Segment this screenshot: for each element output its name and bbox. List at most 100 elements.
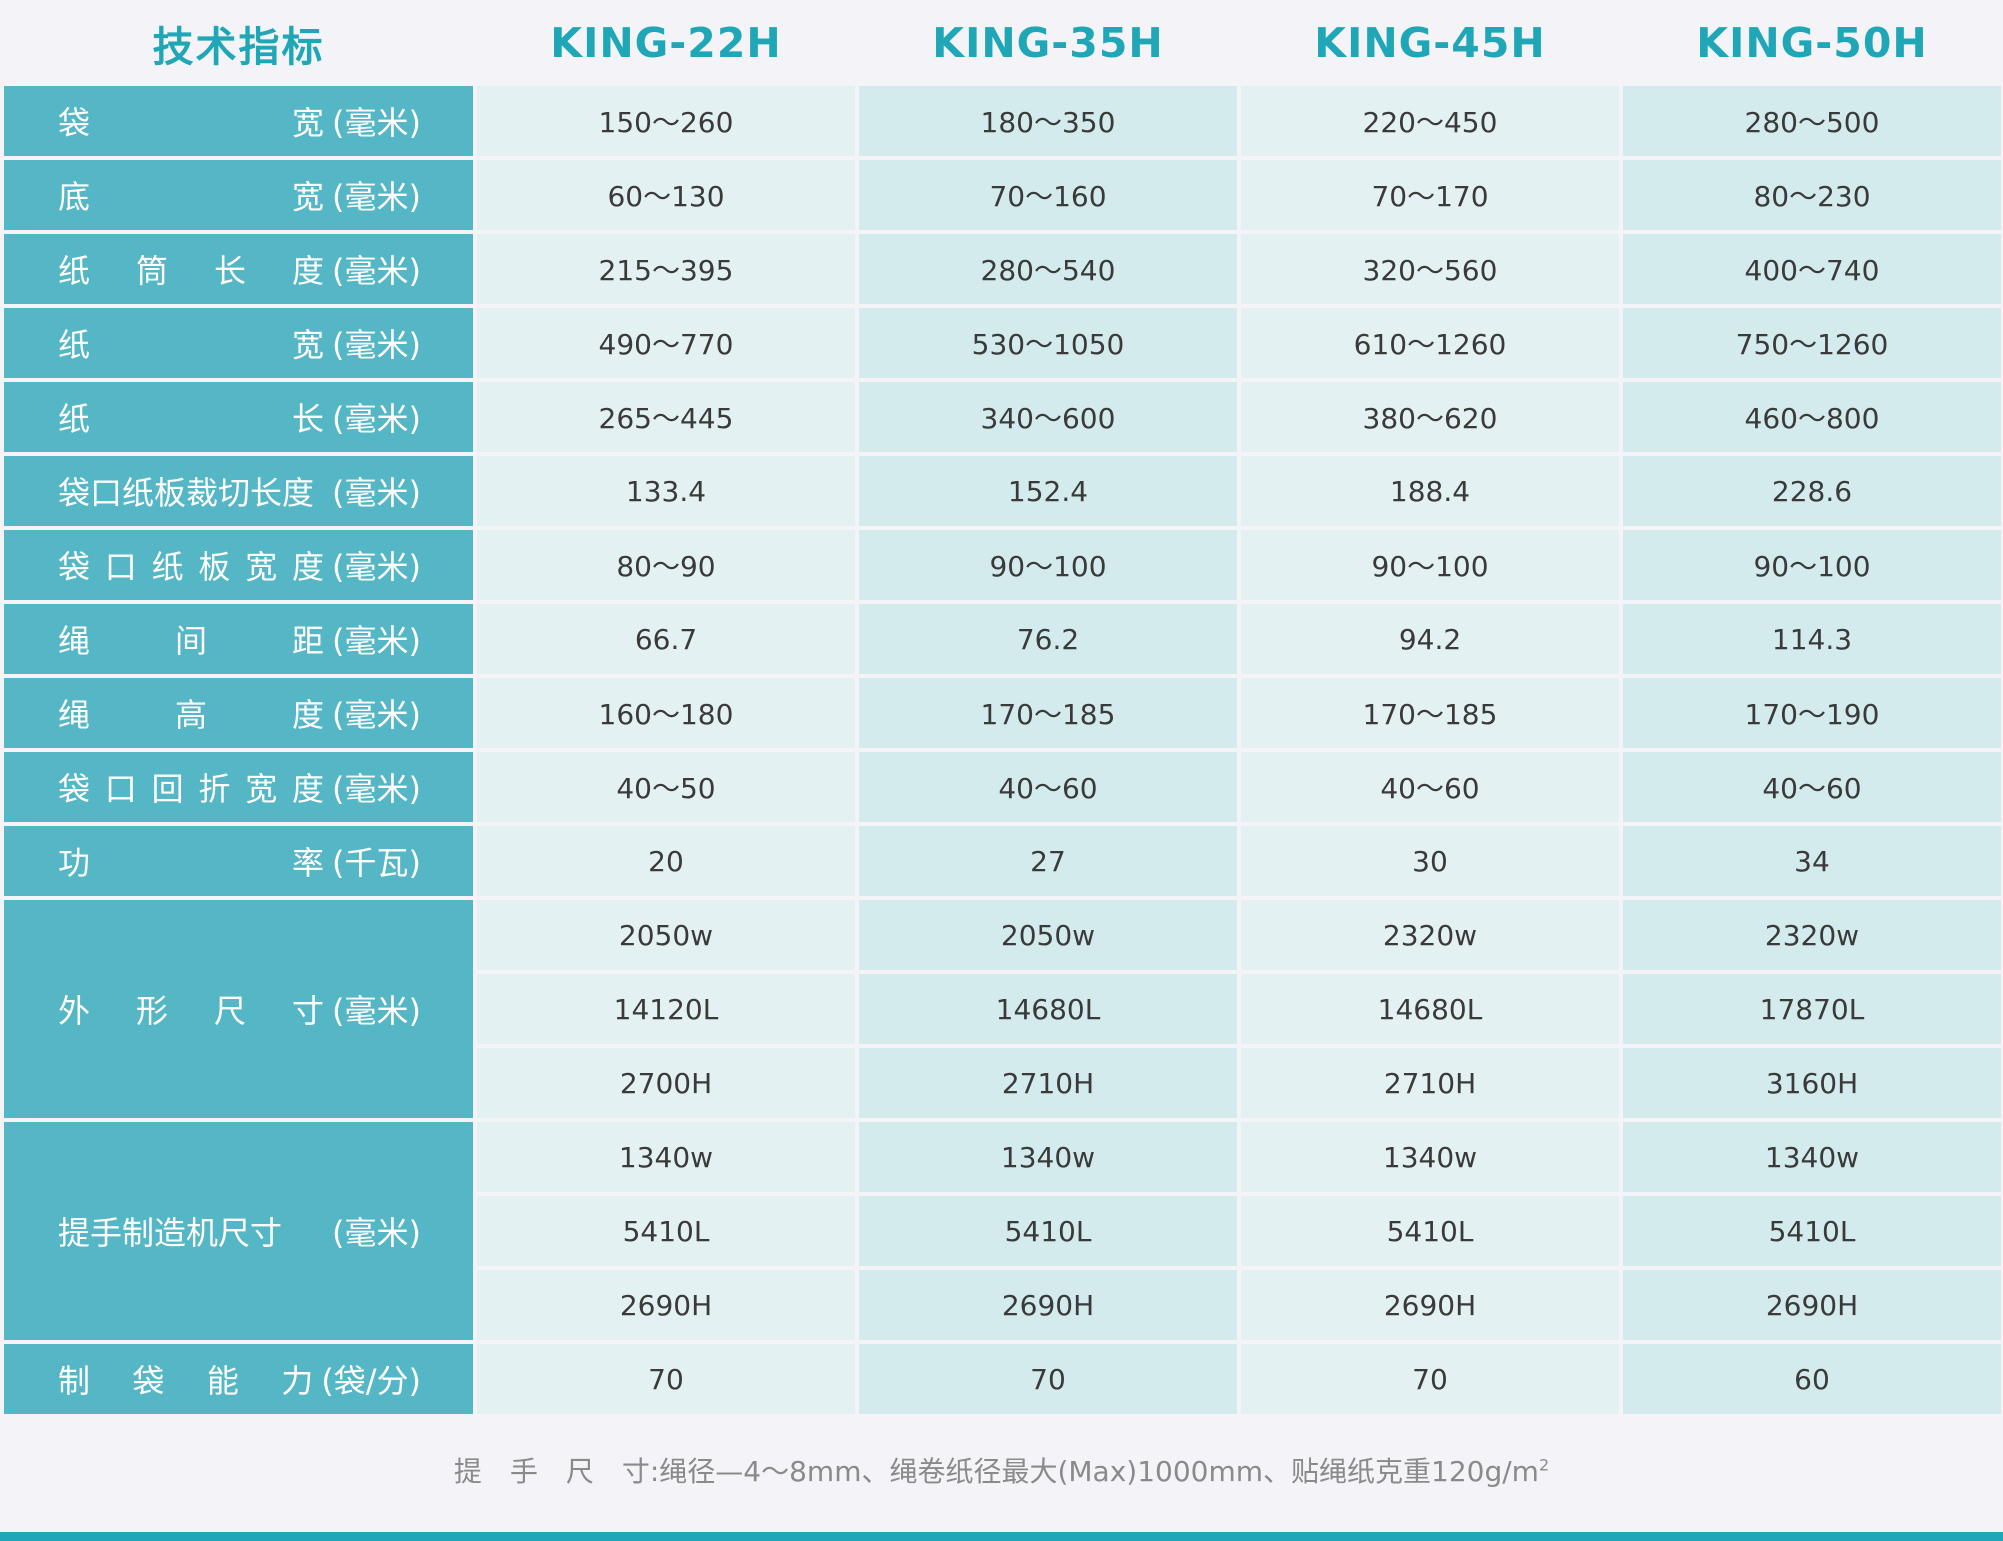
label-unit: (毫米) (332, 178, 421, 216)
table-row: 制袋能力 (袋/分) 70 70 70 60 (4, 1344, 2001, 1414)
header-model: KING-50H (1696, 19, 1928, 67)
label-char: 间 (175, 622, 208, 660)
table-cell: 2320w (1241, 900, 1619, 970)
spec-table: 技术指标 KING-22H KING-35H KING-45H KING-50H… (4, 4, 2001, 1414)
table-cell: 40～60 (1241, 752, 1619, 822)
label-char: 袋 (58, 770, 91, 808)
row-label: 袋口纸板宽度 (毫米) (4, 530, 473, 600)
label-char: 度 (292, 696, 325, 734)
table-cell: 40～60 (1623, 752, 2001, 822)
table-row: 纸 筒 长 度 (毫米) 215～395 280～540 320～560 400～740 (4, 234, 2001, 304)
label-unit: (毫米) (332, 1214, 421, 1252)
row-label: 提手制造机尺寸 (毫米) (4, 1122, 473, 1340)
table-row: 纸 长 (毫米) 265～445 340～600 380～620 460～800 (4, 382, 2001, 452)
table-row: 功 率 (千瓦) 20 27 30 34 (4, 826, 2001, 896)
table-row: 2690H 2690H 2690H 2690H (4, 1270, 2001, 1340)
table-cell: 1340w (477, 1122, 855, 1192)
row-label: 底 宽 (毫米) (4, 160, 473, 230)
row-label: 纸 长 (毫米) (4, 382, 473, 452)
table-cell: 14680L (1241, 974, 1619, 1044)
label-char: 外 (58, 992, 91, 1030)
label-char: 筒 (136, 252, 169, 290)
table-cell: 320～560 (1241, 234, 1619, 304)
table-cell: 2050w (859, 900, 1237, 970)
label-char: 绳 (58, 622, 91, 660)
table-cell: 1340w (1241, 1122, 1619, 1192)
label-char: 功 (58, 844, 91, 882)
label-unit: (毫米) (332, 548, 421, 586)
table-row: 绳 间 距 (毫米) 66.7 76.2 94.2 114.3 (4, 604, 2001, 674)
table-cell: 70 (477, 1344, 855, 1414)
label-char: 袋 (132, 1362, 165, 1400)
label-unit: (毫米) (332, 252, 421, 290)
label-char: 制 (58, 1362, 91, 1400)
table-cell: 2690H (477, 1270, 855, 1340)
table-cell: 34 (1623, 826, 2001, 896)
table-cell: 490～770 (477, 308, 855, 378)
table-cell: 2710H (1241, 1048, 1619, 1118)
label-char: 折 (198, 770, 231, 808)
table-cell: 380～620 (1241, 382, 1619, 452)
table-cell: 2050w (477, 900, 855, 970)
label-char: 能 (206, 1362, 239, 1400)
footnote: 提 手 尺 寸:绳径—4～8mm、绳卷纸径最大(Max)1000mm、贴绳纸克重… (0, 1450, 2003, 1490)
bottom-accent-bar (0, 1532, 2003, 1541)
label-unit: (毫米) (332, 696, 421, 734)
table-cell: 70～170 (1241, 160, 1619, 230)
table-cell: 30 (1241, 826, 1619, 896)
label-char: 底 (58, 178, 91, 216)
table-cell: 1340w (1623, 1122, 2001, 1192)
label-char: 宽 (292, 104, 325, 142)
table-row: 纸 宽 (毫米) 490～770 530～1050 610～1260 750～1260 (4, 308, 2001, 378)
table-cell: 70～160 (859, 160, 1237, 230)
table-cell: 90～100 (1623, 530, 2001, 600)
label-char: 形 (136, 992, 169, 1030)
table-cell: 530～1050 (859, 308, 1237, 378)
table-cell: 5410L (477, 1196, 855, 1266)
table-row: 14120L 14680L 14680L 17870L (4, 974, 2001, 1044)
table-cell: 40～50 (477, 752, 855, 822)
label-unit: (千瓦) (332, 844, 421, 882)
table-cell: 14120L (477, 974, 855, 1044)
table-cell: 610～1260 (1241, 308, 1619, 378)
table-cell: 5410L (1241, 1196, 1619, 1266)
label-char: 度 (292, 252, 325, 290)
row-label: 袋口纸板裁切长度 (毫米) (4, 456, 473, 526)
table-cell: 14680L (859, 974, 1237, 1044)
table-cell: 76.2 (859, 604, 1237, 674)
table-cell: 94.2 (1241, 604, 1619, 674)
label-char: 度 (291, 548, 324, 586)
table-cell: 133.4 (477, 456, 855, 526)
table-cell: 2690H (1623, 1270, 2001, 1340)
label-char: 口 (104, 548, 137, 586)
label-char: 距 (292, 622, 325, 660)
label-unit: (毫米) (332, 992, 421, 1030)
table-cell: 170～190 (1623, 678, 2001, 748)
label-char: 绳 (58, 696, 91, 734)
table-cell: 5410L (859, 1196, 1237, 1266)
label-unit: (毫米) (332, 400, 421, 438)
row-label: 纸 宽 (毫米) (4, 308, 473, 378)
label-char: 板 (198, 548, 231, 586)
label-char: 回 (151, 770, 184, 808)
label-char: 高 (175, 696, 208, 734)
header-row: 技术指标 KING-22H KING-35H KING-45H KING-50H (4, 4, 2001, 82)
table-cell: 460～800 (1623, 382, 2001, 452)
table-cell: 90～100 (1241, 530, 1619, 600)
header-model: KING-35H (932, 19, 1164, 67)
table-cell: 5410L (1623, 1196, 2001, 1266)
label-char: 力 (281, 1362, 314, 1400)
table-cell: 400～740 (1623, 234, 2001, 304)
label-char: 宽 (292, 178, 325, 216)
label-char: 纸 (58, 252, 91, 290)
table-row: 绳高度 (毫米) 160～180 170～185 170～185 170～190 (4, 678, 2001, 748)
table-cell: 215～395 (477, 234, 855, 304)
table-cell: 114.3 (1623, 604, 2001, 674)
label-char: 袋 (58, 548, 91, 586)
row-label: 袋 宽 (毫米) (4, 86, 473, 156)
label-char: 袋 (58, 104, 91, 142)
table-cell: 2690H (1241, 1270, 1619, 1340)
table-cell: 27 (859, 826, 1237, 896)
table-cell: 280～540 (859, 234, 1237, 304)
